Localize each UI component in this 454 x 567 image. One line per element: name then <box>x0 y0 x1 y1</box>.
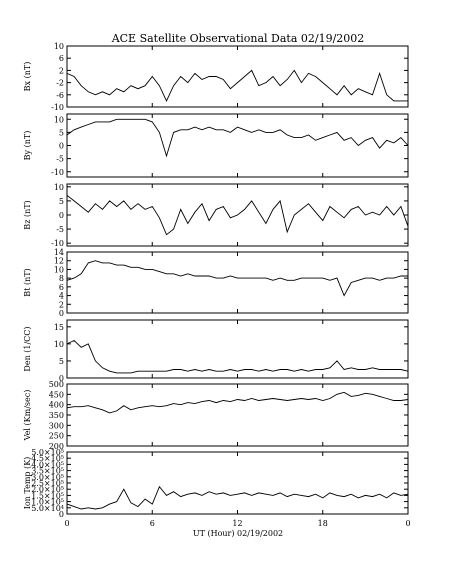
y-axis-label: Ion Temp (K) <box>23 457 32 510</box>
series-line <box>66 339 409 374</box>
x-tick-label: 12 <box>232 519 242 528</box>
y-tick-label: 10 <box>54 183 64 192</box>
panel-frame <box>66 113 409 178</box>
panels: -10 -6 -2 2 6 10 Bx (nT) -10 -5 0 5 10 By (nT) -10 -5 0… <box>23 42 409 519</box>
y-tick-label: 450 <box>49 390 64 399</box>
y-tick-label: 4.0×10⁵ <box>31 460 64 469</box>
y-tick-label: -5 <box>56 225 64 234</box>
y-tick-label: -10 <box>51 239 64 248</box>
y-tick-label: 3.5×10⁵ <box>31 467 64 476</box>
y-tick-label: 300 <box>49 421 64 430</box>
series-line <box>66 260 408 297</box>
y-tick-label: 2.0×10⁵ <box>31 485 64 494</box>
panel-2: -10 -5 0 5 10 By (nT) <box>23 113 409 178</box>
y-tick-label: 0 <box>59 211 64 220</box>
series-line <box>66 118 409 158</box>
y-axis-label: By (nT) <box>23 131 32 161</box>
y-tick-label: 12 <box>54 257 64 266</box>
y-tick-label: 0 <box>59 309 64 318</box>
y-tick-label: 2 <box>59 66 64 75</box>
y-tick-label: 4.5×10⁵ <box>31 454 64 463</box>
y-tick-label: 3.0×10⁵ <box>31 473 64 482</box>
y-axis-label: Bz (nT) <box>23 200 32 229</box>
x-tick-label: 0 <box>64 519 69 528</box>
panel-7: 05.0×10⁴1.0×10⁵1.5×10⁵2.0×10⁵2.5×10⁵3.0×… <box>23 448 409 519</box>
y-tick-label: 200 <box>49 442 64 451</box>
y-tick-label: 1.5×10⁵ <box>31 491 64 500</box>
series-line <box>66 194 409 236</box>
x-tick-label: 0 <box>405 519 410 528</box>
y-tick-label: 1.0×10⁵ <box>31 498 64 507</box>
series-line <box>66 485 409 510</box>
y-tick-label: -10 <box>51 168 64 177</box>
panel-frame <box>66 451 409 515</box>
panel-frame <box>66 45 409 108</box>
y-tick-label: 6 <box>59 54 64 63</box>
panel-5: 0 5 10 15 Den (1/CC) <box>23 319 409 383</box>
x-tick-label: 6 <box>150 519 155 528</box>
y-tick-label: 10 <box>54 265 64 274</box>
y-tick-label: 5 <box>59 197 64 206</box>
x-tick-label: 18 <box>318 519 328 528</box>
panel-frame <box>66 383 409 447</box>
panel-frame <box>66 251 409 314</box>
y-tick-label: 500 <box>49 380 64 389</box>
y-axis-label: Bt (nT) <box>23 268 32 296</box>
y-tick-label: 250 <box>49 432 64 441</box>
y-axis-label: Vel (Km/sec) <box>23 390 32 442</box>
y-tick-label: 2 <box>59 300 64 309</box>
series-line <box>66 69 408 102</box>
y-tick-label: 0 <box>59 142 64 151</box>
chart-title: ACE Satellite Observational Data 02/19/2… <box>111 32 365 45</box>
y-tick-label: 15 <box>54 323 64 332</box>
y-tick-label: -2 <box>56 79 64 88</box>
y-tick-label: -10 <box>51 103 64 112</box>
y-tick-label: 6 <box>59 283 64 292</box>
series-line <box>66 391 409 414</box>
y-tick-label: 0 <box>59 374 64 383</box>
y-tick-label: 5.0×10⁴ <box>31 504 64 513</box>
y-tick-label: 400 <box>49 401 64 410</box>
y-tick-label: 14 <box>54 248 64 257</box>
y-tick-label: 4 <box>59 292 64 301</box>
y-tick-label: -6 <box>56 91 64 100</box>
y-tick-label: 2.5×10⁵ <box>31 479 64 488</box>
panel-3: -10 -5 0 5 10 Bz (nT) <box>23 183 409 248</box>
y-tick-label: 10 <box>54 42 64 51</box>
y-tick-label: 5 <box>59 128 64 137</box>
x-tick-labels: 0 6 12 18 0 <box>64 519 410 528</box>
y-axis-label: Den (1/CC) <box>23 326 32 371</box>
y-tick-label: 8 <box>59 274 64 283</box>
panel-1: -10 -6 -2 2 6 10 Bx (nT) <box>23 42 409 112</box>
y-tick-label: -5 <box>56 155 64 164</box>
y-tick-label: 350 <box>49 411 64 420</box>
y-axis-label: Bx (nT) <box>23 62 32 92</box>
y-tick-label: 10 <box>54 115 64 124</box>
y-tick-label: 0 <box>59 510 64 519</box>
y-tick-label: 5 <box>59 357 64 366</box>
y-tick-label: 10 <box>54 340 64 349</box>
x-axis-label: UT (Hour) 02/19/2002 <box>193 529 283 538</box>
y-tick-label: 5.0×10⁵ <box>31 448 64 457</box>
